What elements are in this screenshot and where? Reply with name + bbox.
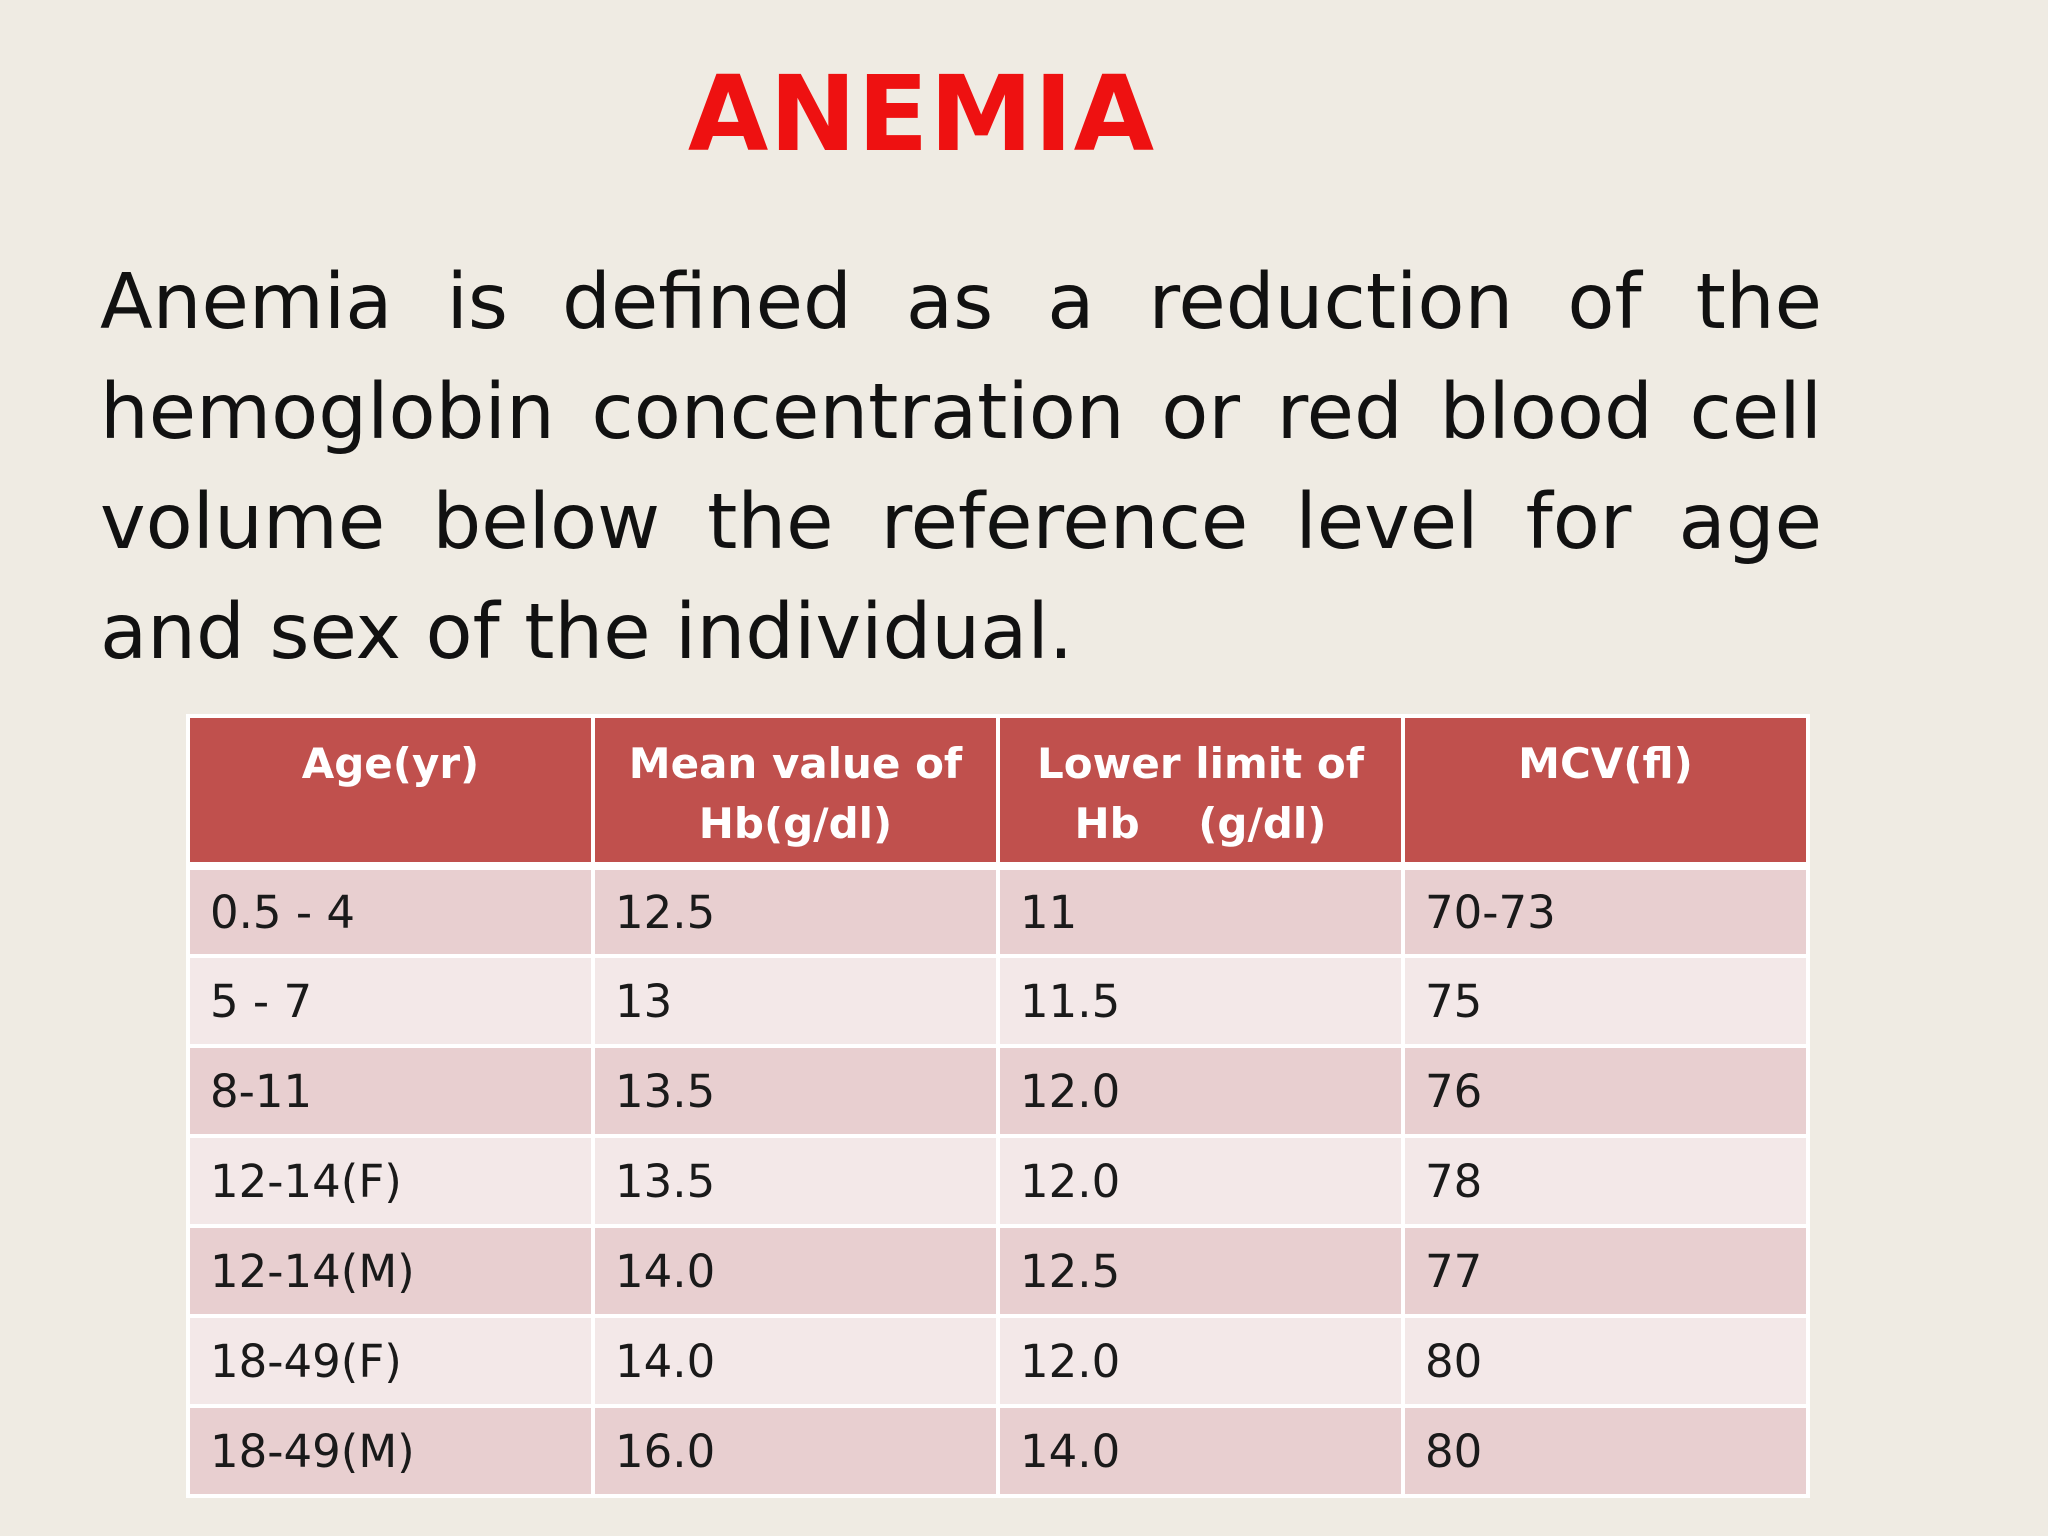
definition-text: Anemia is defined as a reduction of the … [100, 258, 1822, 677]
slide-title: ANEMIA [687, 53, 1156, 175]
cell-lower-limit: 12.5 [996, 1224, 1405, 1318]
header-mcv: MCV(fl) [1401, 714, 1810, 870]
header-lower-limit-hb: Lower limit of Hb (g/dl) [996, 714, 1405, 870]
cell-mcv: 76 [1401, 1044, 1810, 1138]
cell-age: 12-14(M) [186, 1224, 595, 1318]
cell-lower-limit: 12.0 [996, 1314, 1405, 1408]
cell-mean-hb: 16.0 [591, 1404, 1000, 1498]
cell-age: 18-49(M) [186, 1404, 595, 1498]
cell-lower-limit: 11 [996, 864, 1405, 958]
cell-lower-limit: 12.0 [996, 1044, 1405, 1138]
cell-mean-hb: 14.0 [591, 1314, 1000, 1408]
table-row: 5 - 7 13 11.5 75 [186, 954, 1810, 1048]
cell-mcv: 70-73 [1401, 864, 1810, 958]
cell-mean-hb: 13 [591, 954, 1000, 1048]
table-row: 18-49(M) 16.0 14.0 80 [186, 1404, 1810, 1498]
cell-age: 8-11 [186, 1044, 595, 1138]
header-mean-hb: Mean value of Hb(g/dl) [591, 714, 1000, 870]
header-age: Age(yr) [186, 714, 595, 870]
cell-mcv: 77 [1401, 1224, 1810, 1318]
table-row: 18-49(F) 14.0 12.0 80 [186, 1314, 1810, 1408]
cell-mcv: 75 [1401, 954, 1810, 1048]
cell-mean-hb: 13.5 [591, 1044, 1000, 1138]
cell-age: 0.5 - 4 [186, 864, 595, 958]
cell-lower-limit: 14.0 [996, 1404, 1405, 1498]
cell-mean-hb: 13.5 [591, 1134, 1000, 1228]
cell-age: 5 - 7 [186, 954, 595, 1048]
cell-mcv: 80 [1401, 1404, 1810, 1498]
cell-mcv: 80 [1401, 1314, 1810, 1408]
cell-age: 18-49(F) [186, 1314, 595, 1408]
cell-mean-hb: 12.5 [591, 864, 1000, 958]
cell-lower-limit: 11.5 [996, 954, 1405, 1048]
cell-mcv: 78 [1401, 1134, 1810, 1228]
table-row: 8-11 13.5 12.0 76 [186, 1044, 1810, 1138]
table-row: 12-14(F) 13.5 12.0 78 [186, 1134, 1810, 1228]
cell-age: 12-14(F) [186, 1134, 595, 1228]
table-row: 12-14(M) 14.0 12.5 77 [186, 1224, 1810, 1318]
cell-mean-hb: 14.0 [591, 1224, 1000, 1318]
table-row: 0.5 - 4 12.5 11 70-73 [186, 864, 1810, 958]
cell-lower-limit: 12.0 [996, 1134, 1405, 1228]
table-header-row: Age(yr) Mean value of Hb(g/dl) Lower lim… [186, 714, 1810, 870]
hemoglobin-reference-table: Age(yr) Mean value of Hb(g/dl) Lower lim… [186, 714, 1810, 1498]
